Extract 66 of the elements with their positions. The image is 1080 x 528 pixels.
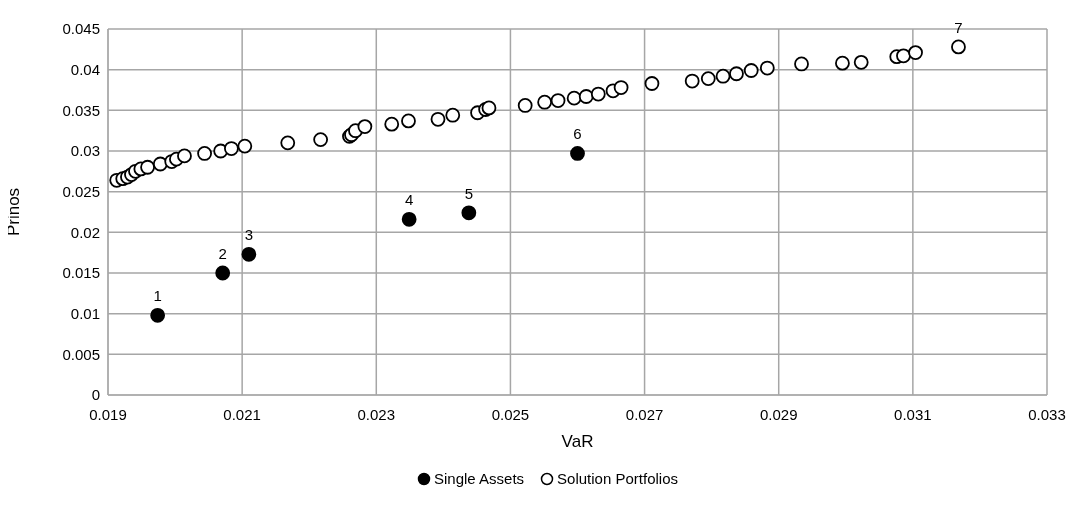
point — [550, 93, 566, 108]
point — [445, 107, 461, 123]
point — [237, 138, 253, 154]
point — [401, 211, 417, 227]
annotation: 3 — [244, 226, 254, 244]
point — [566, 90, 582, 106]
point — [357, 119, 373, 134]
x-tick-label: 0.033 — [1028, 405, 1066, 423]
point — [896, 48, 911, 64]
legend-label: Solution Portfolios — [556, 470, 678, 487]
y-tick-label: 0.045 — [62, 20, 100, 38]
point — [729, 66, 744, 82]
x-tick-label: 0.027 — [625, 405, 664, 423]
x-tick-label: 0.021 — [223, 405, 261, 423]
point — [241, 246, 257, 262]
y-tick-label: 0.035 — [62, 101, 100, 119]
point — [578, 89, 594, 104]
y-tick-label: 0.03 — [70, 142, 100, 160]
point — [570, 146, 585, 161]
point — [590, 86, 606, 102]
x-tick-label: 0.023 — [357, 405, 396, 423]
point — [700, 71, 716, 87]
annotation: 5 — [464, 184, 474, 202]
point — [517, 98, 533, 113]
point — [759, 60, 775, 76]
point — [684, 73, 700, 89]
point — [613, 80, 629, 95]
point — [743, 63, 759, 78]
y-tick-label: 0.04 — [70, 60, 100, 78]
point — [150, 307, 166, 323]
y-tick-label: 0 — [91, 386, 100, 404]
point — [384, 116, 400, 132]
point — [461, 205, 477, 221]
annotation: 7 — [954, 18, 963, 36]
point — [197, 146, 212, 161]
point — [177, 148, 192, 164]
x-axis-title: VaR — [561, 432, 594, 452]
point — [140, 159, 155, 175]
point — [794, 56, 809, 72]
annotation: 4 — [404, 191, 414, 209]
legend-label: Single Assets — [433, 470, 525, 487]
x-tick-label: 0.019 — [89, 405, 127, 423]
point — [280, 135, 296, 151]
point — [401, 113, 416, 129]
annotation: 1 — [153, 287, 162, 305]
point — [430, 111, 446, 127]
y-tick-label: 0.005 — [62, 345, 100, 363]
y-tick-label: 0.02 — [70, 223, 100, 241]
y-tick-label: 0.01 — [70, 304, 100, 322]
point — [215, 265, 231, 281]
point — [644, 76, 660, 91]
point — [715, 68, 731, 84]
y-tick-label: 0.015 — [62, 264, 100, 282]
point — [835, 55, 850, 71]
point — [908, 45, 923, 60]
point — [313, 132, 329, 148]
x-tick-label: 0.031 — [894, 405, 932, 423]
point — [537, 94, 553, 110]
point — [224, 141, 239, 156]
point — [951, 39, 966, 55]
y-tick-label: 0.025 — [62, 182, 100, 200]
point — [853, 54, 869, 70]
x-tick-label: 0.029 — [759, 405, 798, 423]
annotation: 2 — [218, 245, 227, 262]
annotation: 6 — [573, 125, 582, 143]
x-tick-label: 0.025 — [491, 405, 530, 423]
